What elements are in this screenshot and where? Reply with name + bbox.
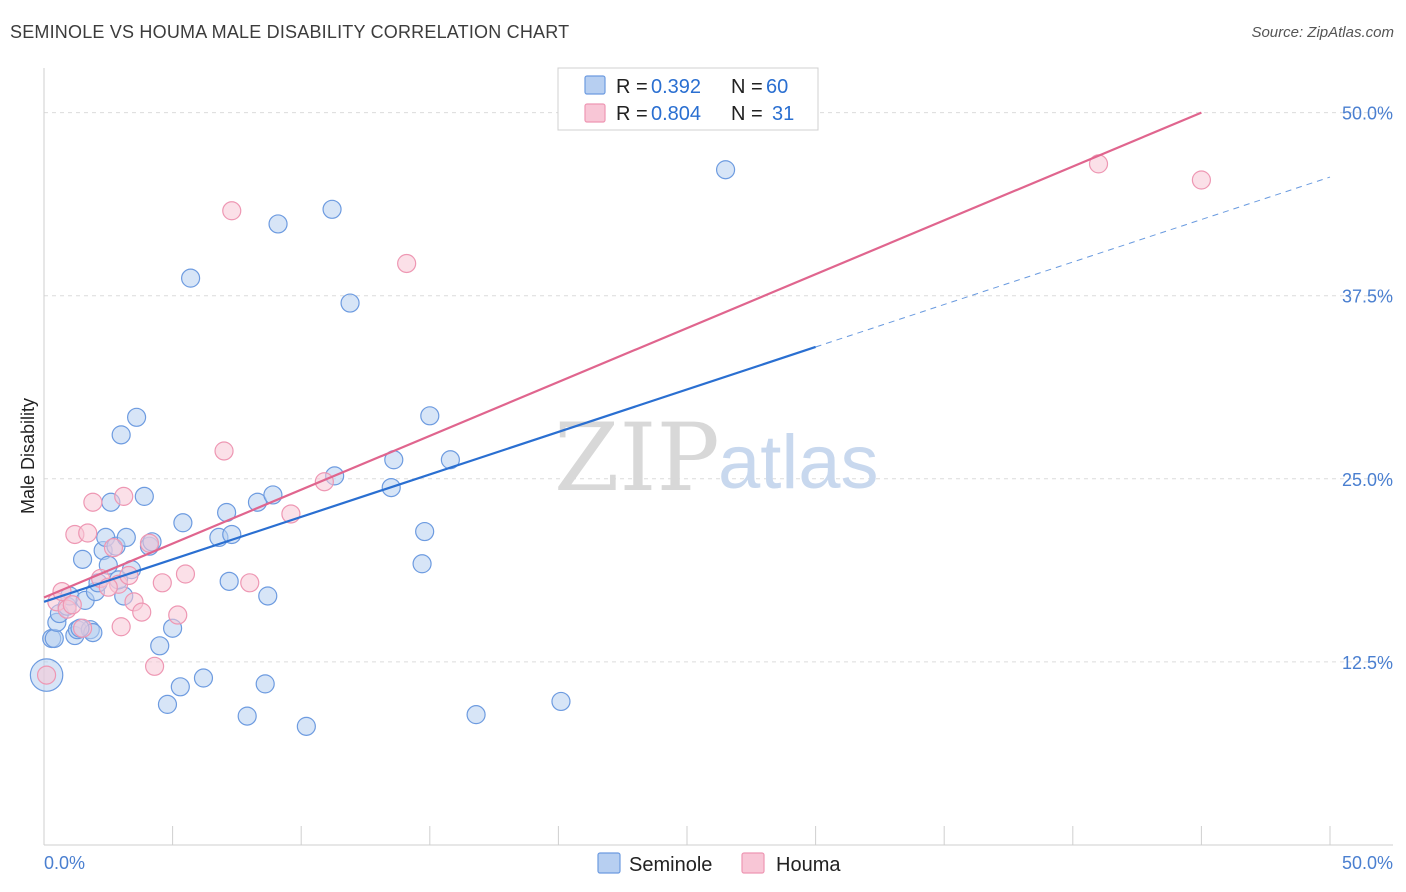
seminole-point	[173, 513, 193, 533]
stats-legend: R = 0.392 N = 60 R = 0.804 N = 31	[557, 67, 819, 131]
houma-point	[132, 602, 152, 622]
houma-r-label: R =	[616, 103, 648, 125]
seminole-point	[157, 694, 178, 714]
houma-point	[168, 605, 188, 625]
houma-point	[36, 665, 57, 685]
legend-seminole-label: Seminole	[629, 854, 712, 876]
seminole-point	[466, 705, 486, 725]
y-tick-labels: 12.5% 25.0% 37.5% 50.0%	[1342, 104, 1393, 673]
houma-point	[78, 523, 98, 543]
seminole-r-label: R =	[616, 76, 648, 98]
houma-point	[114, 486, 134, 506]
y-tick-label: 50.0%	[1342, 104, 1393, 124]
seminole-point	[296, 716, 316, 736]
seminole-point	[170, 677, 190, 697]
watermark-zip: ZIP	[554, 404, 720, 513]
houma-point	[111, 617, 131, 637]
houma-point	[1191, 170, 1212, 190]
x-tick-label-max: 50.0%	[1342, 853, 1393, 873]
legend-houma-label: Houma	[776, 854, 841, 876]
chart-title: SEMINOLE VS HOUMA MALE DISABILITY CORREL…	[10, 22, 570, 42]
seminole-point	[255, 674, 275, 694]
seminole-swatch	[584, 75, 606, 95]
seminole-point	[420, 406, 440, 426]
trend-lines	[43, 111, 1331, 603]
seminole-point	[150, 636, 170, 656]
seminole-r-value: 0.392	[651, 76, 701, 98]
seminole-point	[72, 549, 93, 569]
seminole-point	[111, 425, 131, 445]
y-tick-label: 25.0%	[1342, 470, 1393, 490]
seminole-point	[134, 486, 154, 506]
houma-point	[103, 538, 124, 558]
houma-point	[144, 656, 165, 676]
houma-trend-line	[43, 111, 1202, 599]
houma-point	[72, 618, 93, 638]
seminole-point	[126, 407, 147, 427]
legend-houma-swatch	[741, 852, 765, 874]
bottom-legend: Seminole Houma	[597, 852, 841, 876]
seminole-n-value: 60	[766, 76, 788, 98]
seminole-point	[258, 586, 278, 606]
houma-point	[83, 492, 103, 512]
houma-point	[152, 573, 172, 593]
seminole-point	[715, 160, 736, 180]
houma-point	[119, 565, 139, 586]
y-axis-label: Male Disability	[18, 398, 38, 514]
houma-n-label: N =	[731, 103, 763, 125]
seminole-point	[415, 521, 435, 542]
houma-point	[397, 253, 417, 274]
legend-seminole-swatch	[597, 852, 621, 874]
seminole-point	[181, 268, 201, 288]
houma-points	[36, 154, 1212, 685]
seminole-point	[322, 199, 342, 219]
houma-point	[175, 564, 196, 584]
watermark-atlas: atlas	[718, 420, 879, 505]
x-tick-label-min: 0.0%	[44, 853, 85, 873]
seminole-trend-extension	[815, 176, 1331, 348]
seminole-point	[551, 691, 571, 712]
y-tick-label: 37.5%	[1342, 287, 1393, 307]
seminole-point	[340, 293, 360, 313]
seminole-point	[116, 527, 136, 548]
source-credit: Source: ZipAtlas.com	[1251, 24, 1394, 41]
seminole-point	[412, 554, 432, 574]
houma-r-value: 0.804	[651, 103, 701, 125]
seminole-point	[268, 214, 288, 234]
axes	[43, 68, 1393, 846]
houma-n-value: 31	[772, 103, 794, 125]
seminole-trend-line	[43, 345, 816, 603]
houma-point	[222, 201, 242, 221]
seminole-point	[193, 668, 214, 688]
houma-point	[62, 595, 82, 615]
y-tick-label: 12.5%	[1342, 653, 1393, 673]
houma-swatch	[584, 103, 606, 123]
seminole-point	[219, 571, 239, 591]
seminole-point	[44, 628, 64, 649]
seminole-n-label: N =	[731, 76, 763, 98]
seminole-point	[237, 706, 257, 726]
houma-point	[240, 573, 260, 593]
houma-point	[214, 441, 234, 461]
